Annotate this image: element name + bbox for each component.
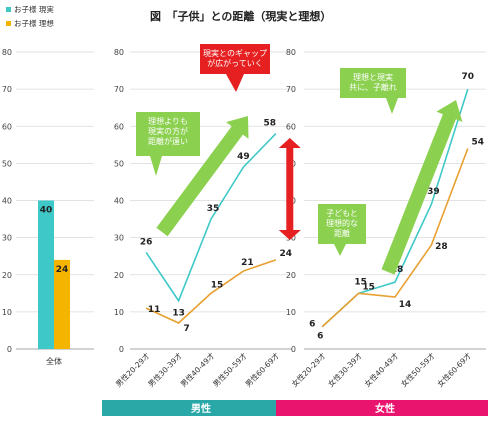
trend-arrow	[156, 116, 249, 237]
y-tick-label: 60	[2, 122, 12, 131]
data-label: 24	[280, 249, 293, 259]
y-tick-label: 80	[2, 48, 12, 57]
data-label: 11	[148, 305, 161, 315]
legend-swatch	[6, 21, 11, 26]
chart-title: 図 「子供」との距離（現実と理想）	[150, 9, 331, 23]
callout-text: 理想よりも	[148, 116, 188, 126]
data-label: 39	[427, 187, 440, 197]
series-line	[321, 148, 469, 328]
legend-label: お子様 理想	[14, 18, 54, 28]
y-tick-label: 0	[119, 345, 124, 354]
y-tick-label: 70	[286, 85, 296, 94]
series-line	[145, 133, 277, 303]
callout-text: 距離	[334, 228, 350, 238]
callout-text: 現実の方が	[148, 126, 188, 136]
x-tick-label: 全体	[46, 356, 62, 366]
data-label: 13	[172, 309, 185, 319]
callout-box	[136, 112, 200, 156]
callout-text: 理想と現実	[353, 72, 393, 82]
band-label: 男性	[191, 402, 211, 415]
series-line	[145, 259, 277, 324]
y-tick-label: 50	[2, 159, 12, 168]
x-tick-label: 女性30-39才	[326, 350, 365, 389]
legend-swatch	[6, 7, 11, 12]
y-tick-label: 10	[286, 308, 296, 317]
y-tick-label: 60	[286, 122, 296, 131]
y-tick-label: 30	[114, 234, 124, 243]
x-tick-label: 女性60-69才	[435, 350, 474, 389]
callout-text: 距離が遠い	[148, 136, 188, 146]
data-label: 7	[183, 324, 189, 334]
data-label: 6	[309, 320, 315, 330]
data-label: 14	[399, 300, 412, 310]
data-label: 35	[207, 204, 220, 214]
y-tick-label: 20	[2, 271, 12, 280]
band	[102, 400, 294, 416]
data-label: 58	[264, 119, 277, 129]
data-label: 24	[56, 265, 69, 275]
callout-box	[318, 204, 366, 244]
y-tick-label: 20	[286, 271, 296, 280]
data-label: 28	[435, 242, 448, 252]
band-label: 女性	[375, 402, 395, 415]
y-tick-label: 70	[2, 85, 12, 94]
callout-text: 現実とのギャップ	[203, 48, 267, 58]
y-tick-label: 60	[114, 122, 124, 131]
x-tick-label: 女性20-29才	[289, 350, 328, 389]
bar	[38, 200, 54, 349]
y-tick-label: 70	[114, 85, 124, 94]
band	[276, 400, 488, 416]
marks-layer: 4024全体2613354958117152124男性20-29才男性30-39…	[38, 72, 488, 416]
data-label: 18	[391, 265, 404, 275]
bar	[54, 259, 70, 349]
data-label: 70	[462, 72, 475, 82]
data-label: 26	[140, 237, 153, 247]
callout-box	[340, 68, 406, 98]
legend-label: お子様 現実	[14, 4, 54, 14]
data-label: 15	[354, 277, 367, 287]
data-label: 15	[362, 282, 375, 292]
data-label: 49	[237, 152, 250, 162]
x-tick-label: 男性60-69才	[243, 350, 282, 389]
callout-tail	[334, 244, 346, 256]
gap-double-arrow	[278, 138, 301, 240]
y-tick-label: 0	[7, 345, 12, 354]
callout-text: 子どもと	[326, 209, 358, 218]
trend-arrow	[381, 100, 463, 275]
callout-text: 共に、子離れ	[349, 82, 397, 92]
data-label: 6	[317, 332, 323, 342]
y-tick-label: 30	[2, 234, 12, 243]
callout-tail	[226, 74, 244, 92]
callout-tail	[386, 98, 398, 114]
x-tick-label: 女性40-49才	[362, 350, 401, 389]
y-tick-label: 80	[114, 48, 124, 57]
y-tick-label: 10	[2, 308, 12, 317]
callout-box	[200, 44, 270, 74]
y-tick-label: 0	[291, 345, 296, 354]
y-tick-label: 80	[286, 48, 296, 57]
y-tick-label: 20	[114, 271, 124, 280]
callout-text: 理想的な	[326, 218, 358, 228]
callout-text: が広がっていく	[207, 58, 263, 68]
data-label: 21	[241, 258, 254, 268]
y-tick-label: 40	[114, 197, 124, 206]
data-label: 40	[40, 206, 53, 216]
y-tick-label: 40	[2, 197, 12, 206]
x-tick-label: 女性50-59才	[398, 350, 437, 389]
callout-tail	[150, 156, 162, 176]
y-tick-label: 10	[114, 308, 124, 317]
data-label: 54	[472, 138, 485, 148]
data-label: 15	[211, 280, 224, 290]
y-tick-label: 50	[114, 159, 124, 168]
